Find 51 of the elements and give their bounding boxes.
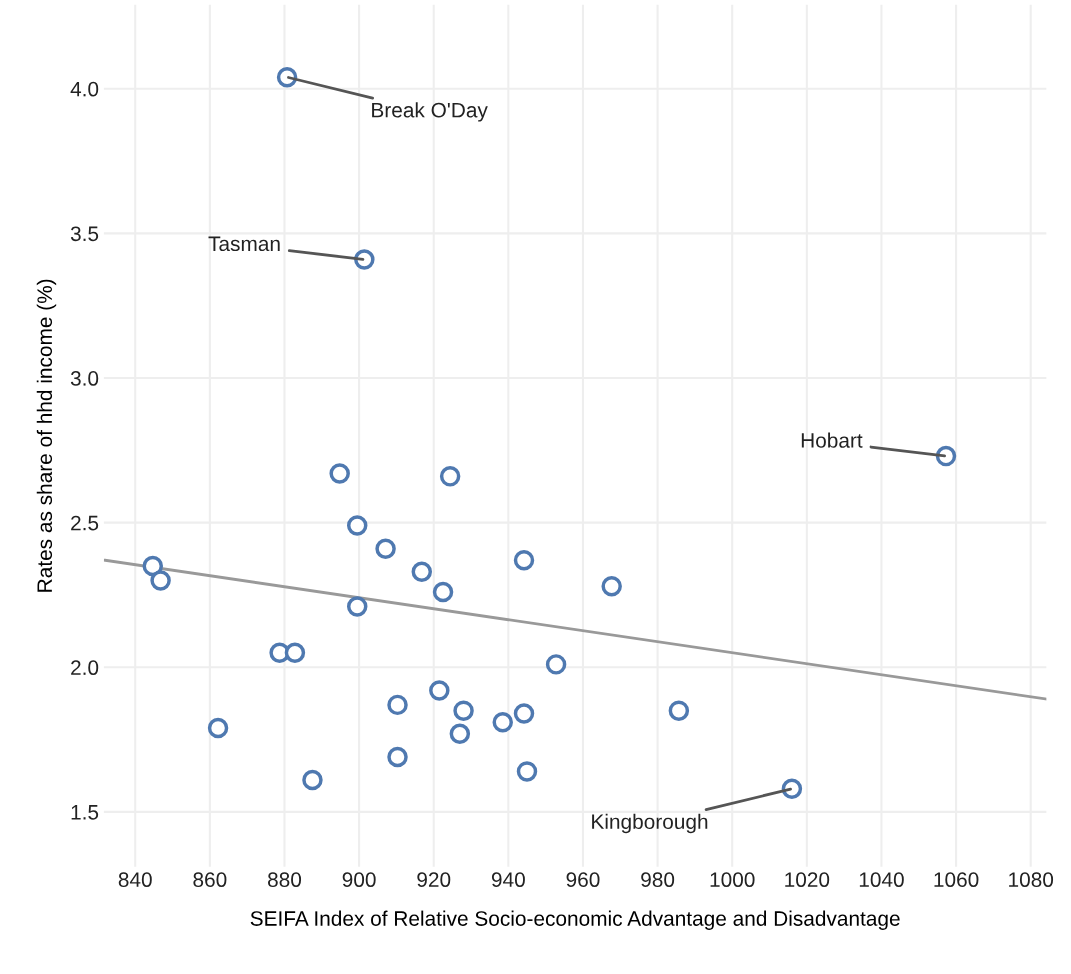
x-tick-label: 880 — [268, 872, 302, 888]
point — [302, 769, 323, 791]
y-tick-label: 2.5 — [71, 515, 99, 531]
x-tick-label: 1020 — [785, 872, 830, 888]
annotation: Hobart — [801, 432, 863, 448]
x-tick-label: 980 — [641, 872, 675, 888]
x-tick-label: 1040 — [859, 872, 904, 888]
point — [375, 538, 396, 559]
annotation: Break O'Day — [372, 102, 488, 122]
y-tick-label: 2.0 — [71, 660, 99, 676]
point — [935, 445, 957, 467]
point — [346, 515, 368, 536]
point — [492, 711, 513, 733]
point — [207, 717, 229, 739]
point — [429, 680, 450, 701]
x-tick-label: 920 — [417, 872, 451, 888]
point — [387, 746, 408, 768]
point — [432, 581, 454, 603]
x-tick-label: 1000 — [710, 872, 755, 888]
x-tick-label: 840 — [118, 872, 152, 888]
point — [601, 576, 622, 597]
point — [453, 700, 474, 721]
point — [513, 703, 535, 724]
point — [513, 550, 535, 571]
x-tick-label: 960 — [566, 872, 600, 888]
y-tick-label: 1.5 — [71, 805, 99, 820]
x-tick-label: 900 — [342, 872, 376, 888]
point — [439, 466, 461, 487]
point — [276, 66, 298, 88]
point — [668, 700, 690, 721]
point — [329, 463, 350, 484]
annotation: Kingborough — [592, 813, 708, 834]
x-tick-label: 940 — [491, 872, 525, 888]
point — [284, 642, 306, 664]
y-tick-label: 3.0 — [70, 371, 99, 386]
y-tick-label: 3.5 — [70, 226, 99, 242]
point — [516, 761, 538, 782]
x-axis-title: SEIFA Index of Relative Socio-economic Advantage and Disadvantage — [250, 910, 900, 931]
x-tick-label: 860 — [193, 872, 227, 888]
annotation: Tasman — [208, 236, 280, 252]
point — [545, 654, 567, 675]
point — [411, 561, 433, 583]
point — [142, 555, 164, 577]
x-tick-label: 1080 — [1009, 872, 1054, 888]
point — [150, 570, 171, 591]
point — [387, 694, 408, 716]
point — [346, 596, 368, 617]
y-axis-title: Rates as share of hhd income (%) — [36, 279, 57, 592]
point — [449, 723, 471, 745]
y-tick-label: 4.0 — [70, 81, 99, 97]
x-tick-label: 1060 — [934, 872, 979, 888]
